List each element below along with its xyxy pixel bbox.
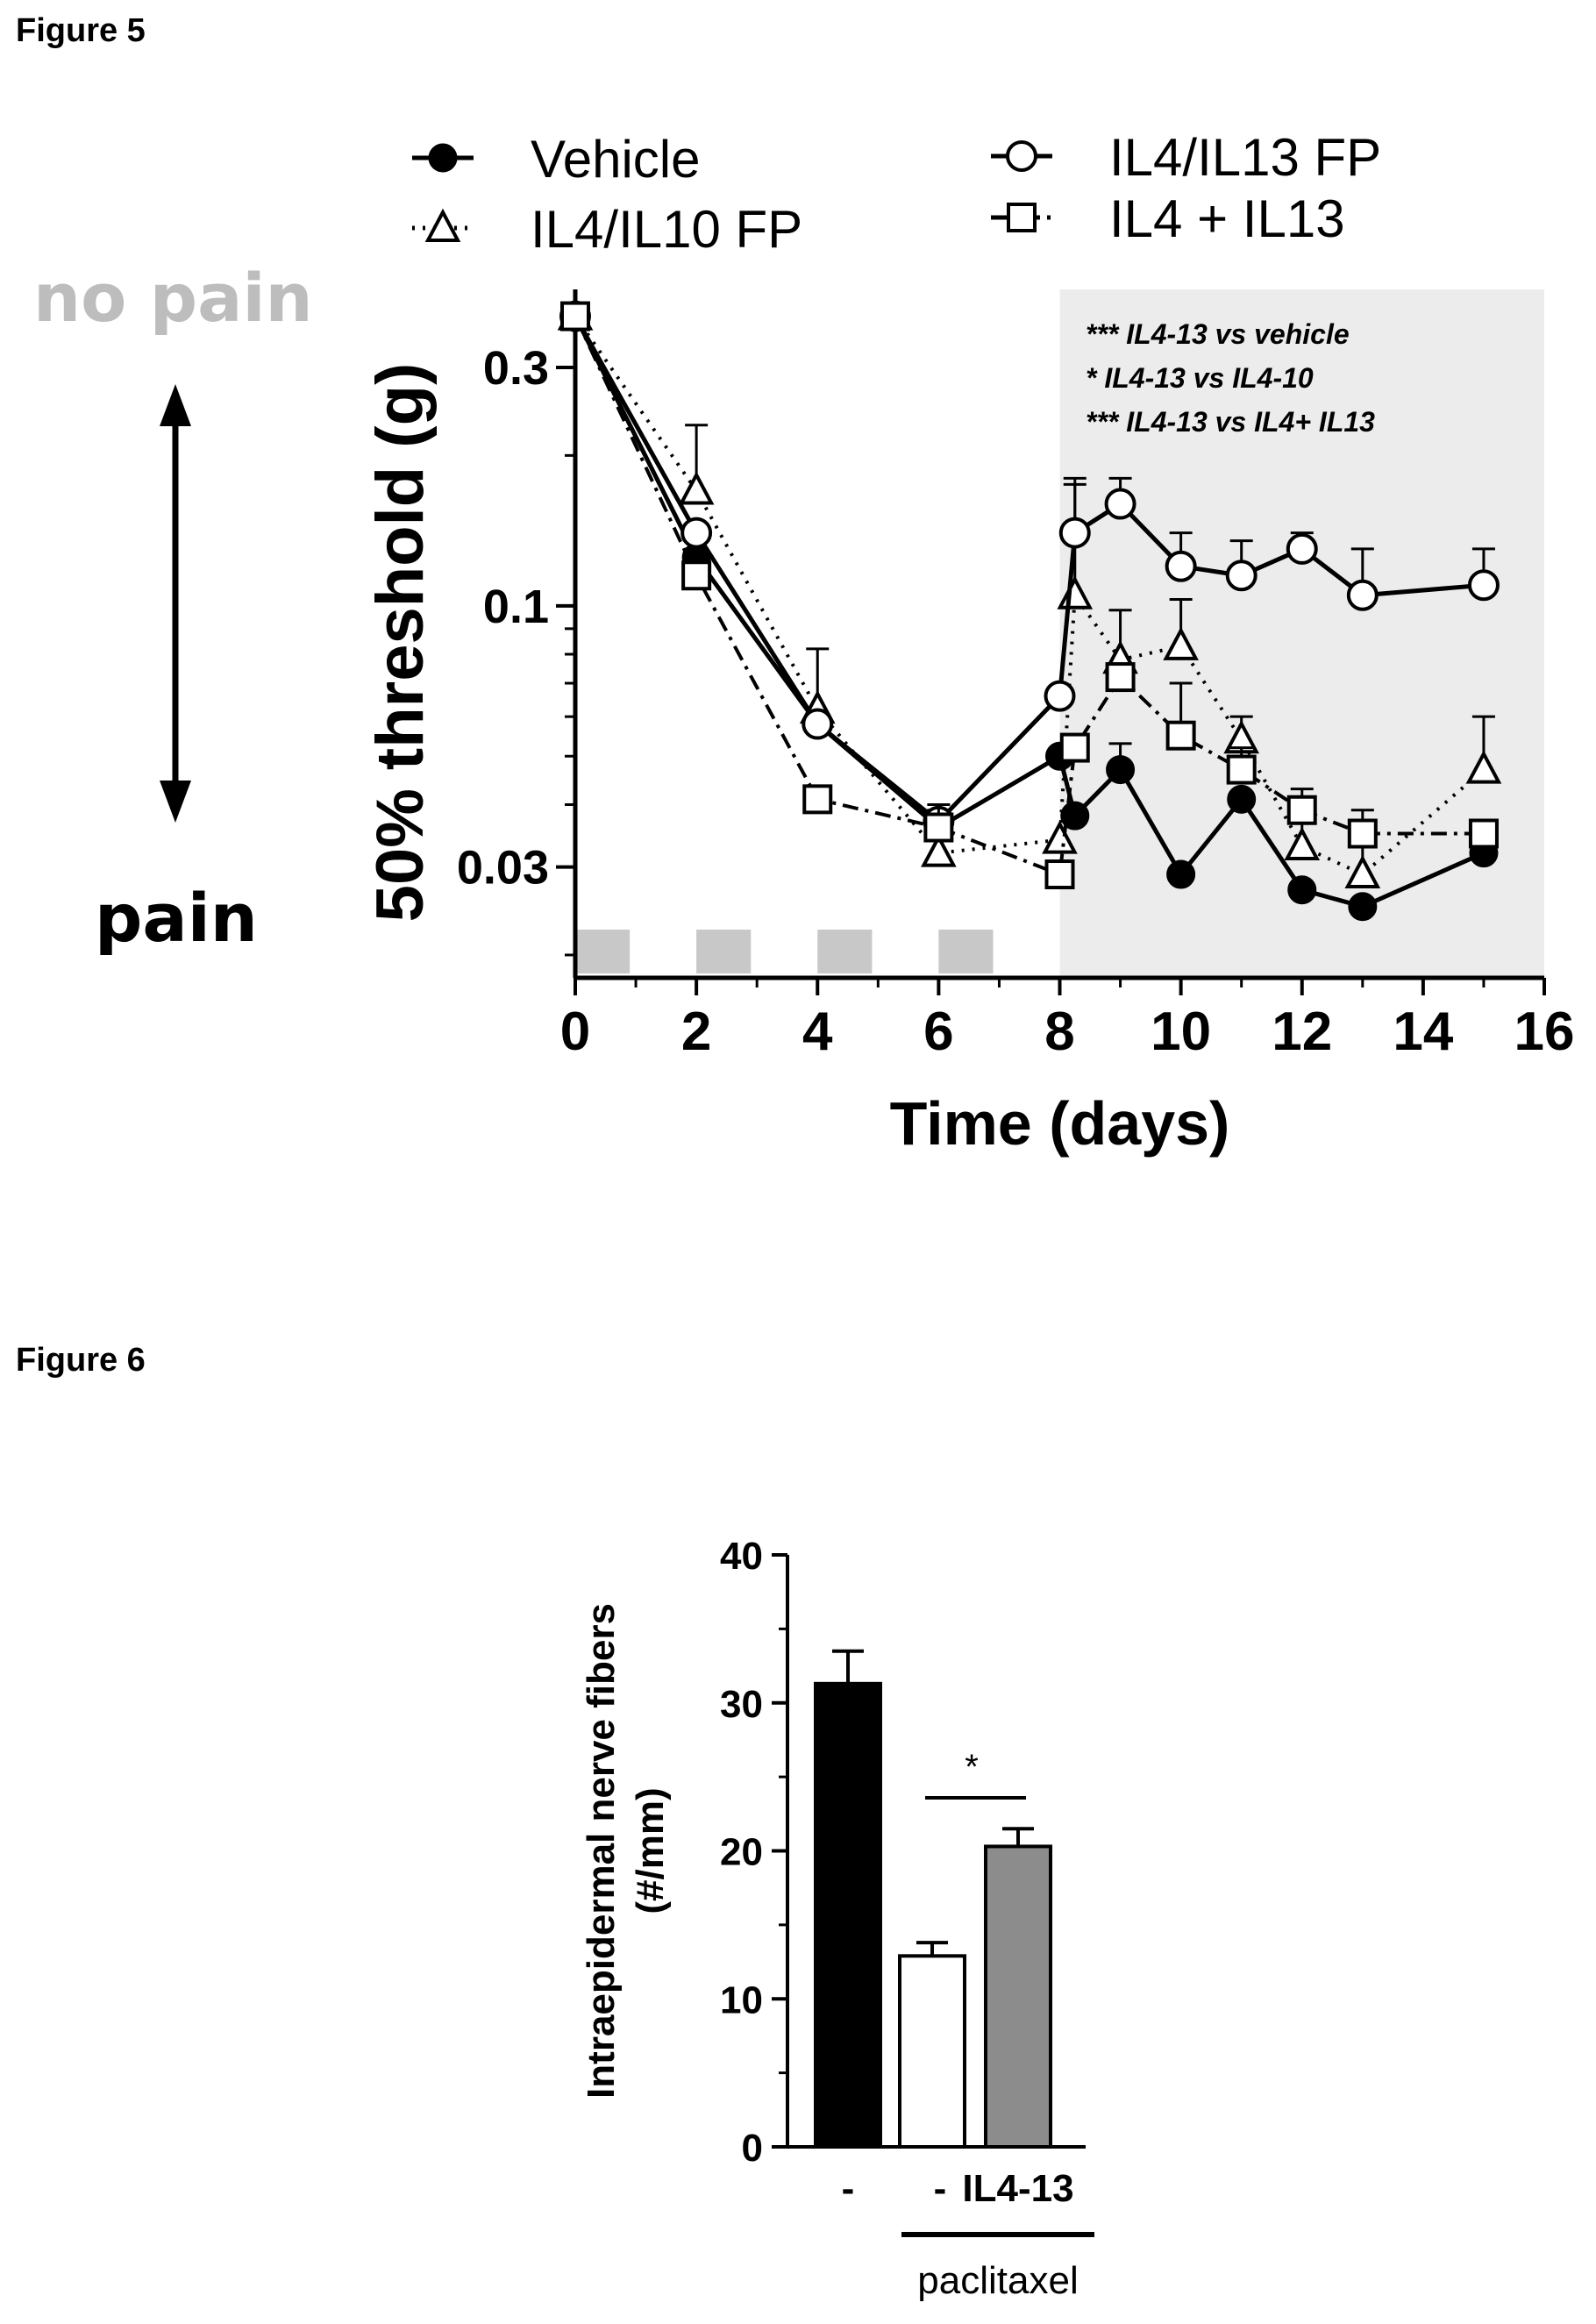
data-point bbox=[1286, 795, 1317, 825]
legend-marker bbox=[424, 208, 461, 242]
arrow-up-head bbox=[160, 384, 191, 426]
data-point bbox=[1042, 820, 1078, 854]
data-point bbox=[678, 471, 715, 505]
legend-label: IL4 + IL13 bbox=[1109, 189, 1345, 248]
data-point bbox=[921, 833, 957, 867]
x-tick-label: 2 bbox=[681, 1002, 711, 1062]
bar bbox=[814, 1681, 882, 2149]
data-point bbox=[1104, 488, 1136, 520]
y-axis-unit: (#/mm) bbox=[629, 1787, 672, 1914]
data-point bbox=[1165, 550, 1197, 582]
treatment-marker bbox=[817, 930, 873, 973]
category-label: - bbox=[842, 2167, 855, 2210]
data-point bbox=[1058, 517, 1091, 549]
y-tick-label: 0.1 bbox=[483, 581, 549, 633]
data-point bbox=[1227, 784, 1257, 814]
figure5-chart: 0.03 0.1 0.3 0 2 4 6 8 10 12 14 16 Time (days) 50% th… bbox=[363, 128, 1575, 1158]
legend-label: IL4/IL13 FP bbox=[1109, 128, 1381, 187]
legend-label: Vehicle bbox=[531, 130, 700, 189]
data-point bbox=[560, 301, 590, 331]
pain-label: pain bbox=[95, 879, 258, 957]
legend-item: Vehicle bbox=[412, 130, 700, 189]
y-tick-label: 30 bbox=[720, 1683, 763, 1726]
category-label: - bbox=[934, 2167, 947, 2210]
data-point bbox=[1465, 750, 1502, 784]
legend-marker bbox=[1006, 140, 1037, 172]
data-point bbox=[1166, 859, 1196, 889]
y-tick-label: 40 bbox=[720, 1535, 763, 1578]
series-il4-il13 bbox=[560, 301, 1499, 890]
significance-star: * bbox=[965, 1748, 979, 1786]
bar bbox=[898, 1954, 966, 2149]
annotation: *** IL4-13 vs vehicle bbox=[1086, 318, 1350, 350]
y-tick-label: 0 bbox=[742, 2127, 763, 2170]
y-tick-label: 20 bbox=[720, 1831, 763, 1874]
legend-item: IL4 + IL13 bbox=[991, 189, 1345, 248]
legend-marker bbox=[1007, 203, 1037, 232]
no-pain-label: no pain bbox=[33, 259, 313, 337]
data-point bbox=[1106, 755, 1136, 785]
group-label: paclitaxel bbox=[917, 2259, 1078, 2302]
x-tick-label: 14 bbox=[1393, 1002, 1453, 1062]
data-point bbox=[1284, 826, 1321, 861]
data-point bbox=[1225, 560, 1258, 592]
annotation: *** IL4-13 vs IL4+ IL13 bbox=[1086, 406, 1375, 438]
data-point bbox=[1105, 662, 1136, 693]
data-point bbox=[802, 708, 834, 740]
data-point bbox=[1344, 854, 1381, 889]
data-point bbox=[1287, 875, 1317, 905]
legend-marker bbox=[428, 143, 458, 173]
data-point bbox=[1044, 680, 1076, 712]
data-point bbox=[1286, 532, 1318, 565]
y-axis-label: Intraepidermal nerve fibers bbox=[580, 1603, 623, 2099]
x-axis-label: Time (days) bbox=[890, 1089, 1230, 1158]
arrow-down-head bbox=[160, 781, 191, 823]
data-point bbox=[1163, 626, 1199, 660]
y-tick-label: 0.3 bbox=[483, 342, 549, 395]
data-point bbox=[1467, 569, 1500, 602]
legend-item: IL4/IL10 FP bbox=[412, 200, 802, 259]
treatment-marker bbox=[696, 930, 752, 973]
x-tick-label: 12 bbox=[1272, 1002, 1332, 1062]
x-tick-label: 10 bbox=[1151, 1002, 1211, 1062]
data-point bbox=[802, 784, 833, 815]
treatment-marker bbox=[575, 930, 631, 973]
figure6-label: Figure 6 bbox=[16, 1342, 146, 1379]
x-tick-label: 4 bbox=[802, 1002, 833, 1062]
x-tick-label: 0 bbox=[560, 1002, 590, 1062]
treatment-marker bbox=[938, 930, 994, 973]
data-point bbox=[1468, 818, 1499, 849]
x-tick-label: 16 bbox=[1514, 1002, 1575, 1062]
figure5-label: Figure 5 bbox=[16, 12, 146, 49]
data-point bbox=[1346, 579, 1379, 611]
data-point bbox=[1044, 859, 1075, 890]
x-tick-label: 8 bbox=[1044, 1002, 1074, 1062]
bar bbox=[984, 1844, 1052, 2149]
legend-item: IL4/IL13 FP bbox=[991, 128, 1381, 187]
data-point bbox=[923, 812, 954, 843]
data-point bbox=[1165, 720, 1196, 751]
y-tick-label: 10 bbox=[720, 1978, 763, 2021]
x-tick-label: 6 bbox=[923, 1002, 953, 1062]
y-axis-label: 50% threshold (g) bbox=[363, 363, 438, 923]
category-label: IL4-13 bbox=[962, 2167, 1073, 2210]
data-point bbox=[1348, 892, 1378, 922]
data-point bbox=[1059, 732, 1090, 763]
data-point bbox=[1226, 754, 1257, 785]
data-point bbox=[1060, 801, 1090, 831]
data-point bbox=[1347, 818, 1378, 849]
data-point bbox=[680, 517, 713, 549]
data-point bbox=[681, 560, 712, 591]
annotation: * IL4-13 vs IL4-10 bbox=[1086, 362, 1314, 394]
legend-label: IL4/IL10 FP bbox=[531, 200, 802, 259]
y-tick-label: 0.03 bbox=[457, 842, 549, 895]
